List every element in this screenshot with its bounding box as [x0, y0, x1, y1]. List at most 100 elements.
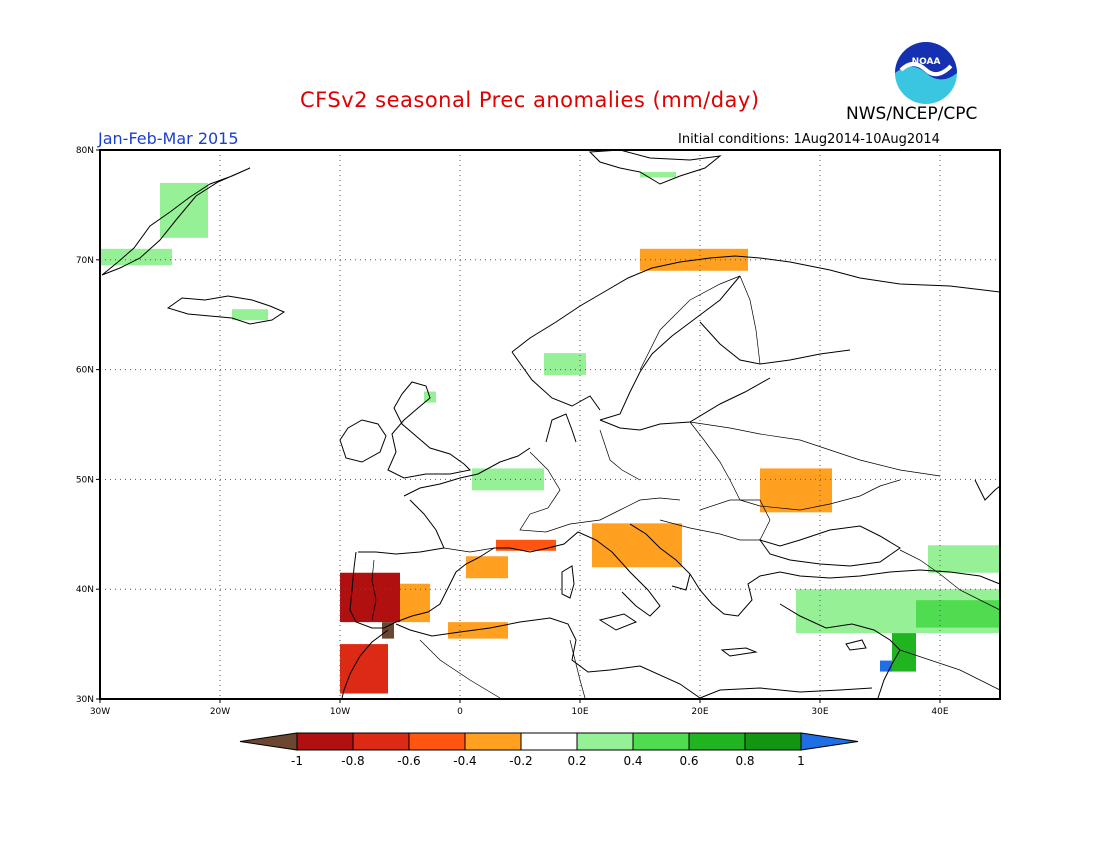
legend-label: 1	[797, 754, 805, 768]
anomaly-adriatic	[592, 523, 682, 568]
coastline-sardinia	[561, 565, 575, 599]
border-france-spain	[443, 547, 495, 553]
coastline-baltic	[599, 377, 771, 431]
lat-tick-label: 80N	[76, 146, 94, 156]
border-spain-portugal	[371, 559, 377, 621]
legend-swatch-below	[239, 732, 298, 751]
coastline-sicily	[598, 613, 638, 631]
forecast-period: Jan-Feb-Mar 2015	[98, 129, 239, 148]
legend-swatch-above	[800, 732, 859, 751]
anomaly-caucasus	[928, 545, 1000, 573]
border-central-europe	[519, 451, 681, 533]
border-baltics	[689, 421, 941, 477]
anomaly-turkey-east	[916, 600, 1000, 628]
coastline-north-africa	[341, 629, 389, 699]
coastline-norway-south	[511, 351, 601, 411]
border-balkans	[659, 519, 760, 541]
anomaly-portugal	[340, 572, 400, 623]
coastline-ireland	[339, 419, 387, 463]
anomaly-morocco	[340, 644, 388, 694]
longitude-labels: 30W 20W 10W 0 10E 20E 30E 40E	[90, 707, 949, 717]
lat-tick-label: 40N	[76, 585, 94, 595]
coastline-cyprus	[845, 639, 867, 651]
coastline-svalbard	[588, 149, 722, 185]
coastlines	[101, 149, 1001, 699]
coastline-norway	[511, 255, 1001, 353]
legend-label: 0.4	[623, 754, 642, 768]
country-borders	[371, 275, 1001, 699]
lat-tick-label: 30N	[76, 695, 94, 705]
border-libya	[569, 639, 586, 699]
coastline-britain	[387, 381, 472, 479]
lon-tick-label: 20W	[210, 707, 230, 717]
coastline-crete	[720, 647, 758, 657]
border-scandinavia	[639, 275, 741, 371]
lat-tick-label: 70N	[76, 256, 94, 266]
legend-label: -1	[291, 754, 303, 768]
legend-swatch	[688, 732, 746, 751]
lon-tick-label: 30E	[811, 707, 828, 717]
anomaly-near-east	[892, 633, 916, 672]
org-label: NWS/NCEP/CPC	[846, 104, 978, 124]
coastline-levant	[877, 649, 901, 699]
lon-tick-label: 20E	[691, 707, 708, 717]
coastline-iceland	[166, 295, 286, 325]
lon-tick-label: 10E	[571, 707, 588, 717]
legend-label: 0.8	[735, 754, 754, 768]
legend-label: 0.6	[679, 754, 698, 768]
anomaly-barents-coast	[640, 171, 676, 178]
legend-bar	[239, 732, 859, 751]
grid-lines	[96, 149, 1000, 703]
coastline-maghreb	[395, 617, 701, 699]
coastline-france-north	[403, 447, 531, 497]
border-maghreb	[419, 639, 501, 699]
anomaly-benelux-germany	[472, 468, 544, 491]
map-frame	[99, 149, 1001, 700]
lon-tick-label: 40E	[931, 707, 948, 717]
lat-tick-label: 50N	[76, 475, 94, 485]
coastline-sweden-east	[599, 275, 741, 421]
border-ukraine	[739, 479, 901, 511]
coastline-italy-east	[629, 523, 691, 591]
border-middle-east	[899, 649, 1001, 691]
legend-swatch	[408, 732, 466, 751]
initial-conditions: Initial conditions: 1Aug2014-10Aug2014	[678, 132, 940, 147]
anomaly-greenland-se	[100, 248, 172, 266]
legend-label: -0.8	[341, 754, 364, 768]
legend-swatch	[464, 732, 522, 751]
coastline-biscay	[358, 499, 445, 555]
legend-swatch	[352, 732, 410, 751]
lon-tick-label: 30W	[90, 707, 110, 717]
logo-text: NOAA	[912, 57, 941, 67]
legend-labels: -1 -0.8 -0.6 -0.4 -0.2 0.2 0.4 0.6 0.8 1	[291, 754, 805, 768]
border-romania	[699, 499, 771, 541]
anomaly-levant	[880, 660, 892, 672]
border-turkey-east	[899, 549, 1001, 611]
coastline-greenland	[101, 167, 251, 276]
border-russia-finland	[739, 275, 761, 365]
coastline-balkans	[689, 569, 1001, 617]
coastline-med-north	[494, 531, 661, 617]
legend-swatch	[296, 732, 354, 751]
lon-tick-label: 0	[457, 707, 463, 717]
border-poland-east	[689, 421, 741, 501]
legend-label: -0.2	[509, 754, 532, 768]
coastline-denmark	[545, 413, 577, 443]
coastline-turkey-south	[779, 603, 901, 651]
legend-label: 0.2	[567, 754, 586, 768]
map-title: CFSv2 seasonal Prec anomalies (mm/day)	[300, 88, 760, 112]
noaa-logo-icon: NOAA	[895, 42, 957, 104]
coastline-black-sea	[758, 525, 901, 567]
legend-swatch	[520, 732, 578, 751]
border-germany-poland	[599, 429, 641, 481]
coastline-egypt	[699, 687, 873, 699]
lat-tick-label: 60N	[76, 366, 94, 376]
legend-label: -0.4	[453, 754, 476, 768]
coastline-caspian	[974, 479, 1001, 501]
coastline-iberia	[349, 547, 495, 629]
lon-tick-label: 10W	[330, 707, 350, 717]
legend-label: -0.6	[397, 754, 420, 768]
anomaly-algeria	[448, 622, 508, 639]
